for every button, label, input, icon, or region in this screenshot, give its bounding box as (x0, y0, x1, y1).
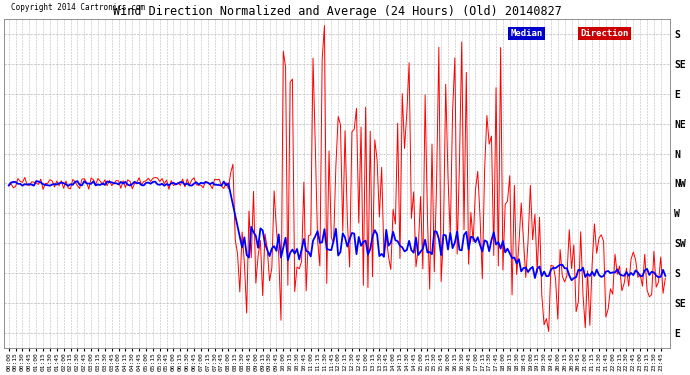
Text: Direction: Direction (580, 29, 629, 38)
Title: Wind Direction Normalized and Average (24 Hours) (Old) 20140827: Wind Direction Normalized and Average (2… (112, 5, 562, 18)
Text: Median: Median (510, 29, 542, 38)
Text: Copyright 2014 Cartronics.com: Copyright 2014 Cartronics.com (11, 3, 145, 12)
